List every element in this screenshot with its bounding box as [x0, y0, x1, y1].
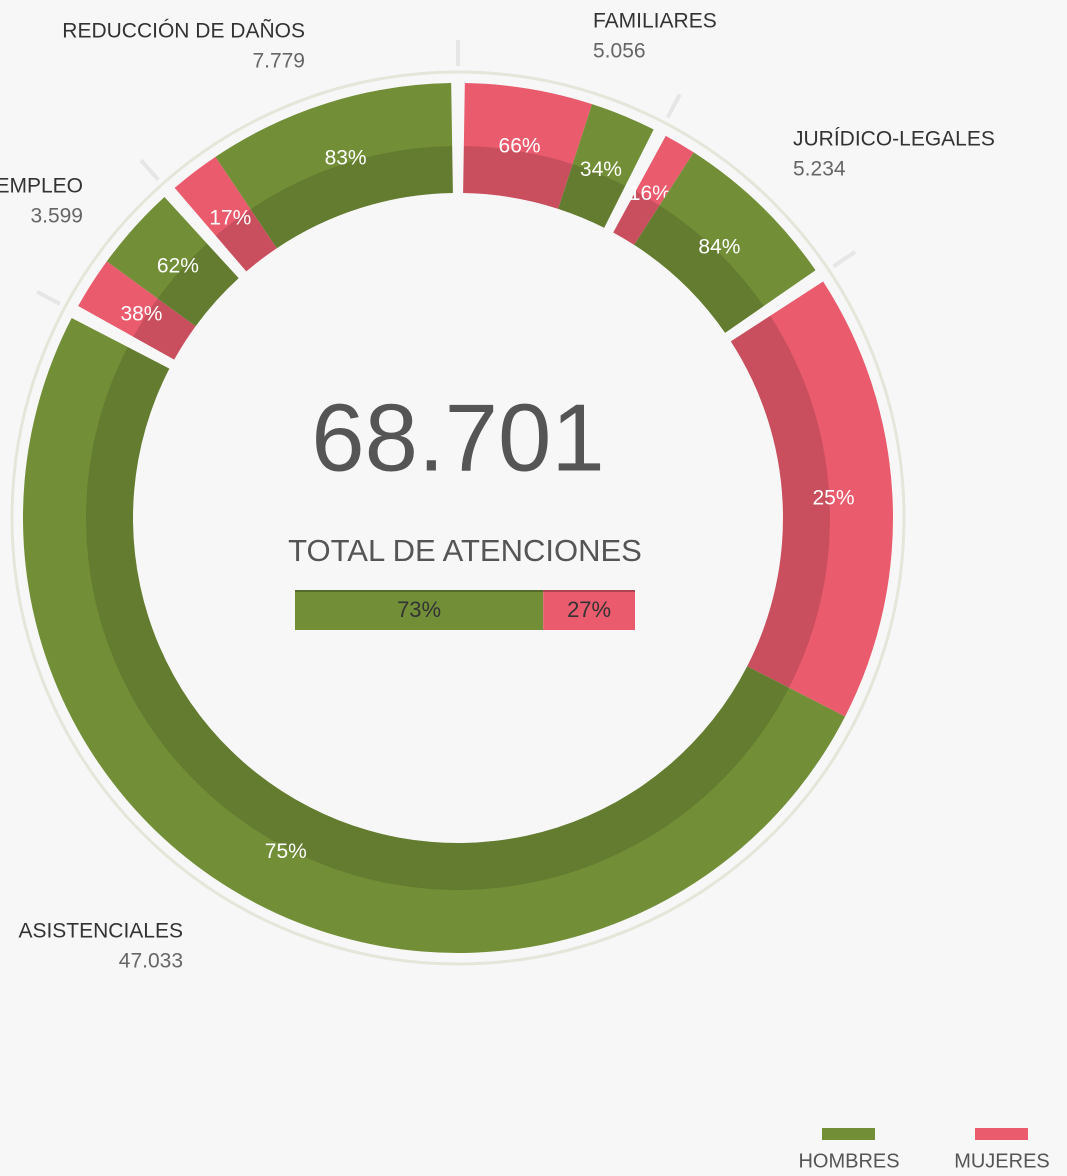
- category-value: 7.779: [252, 50, 305, 73]
- total-bar-top: [295, 590, 635, 592]
- category-value: 47.033: [119, 950, 183, 973]
- total-bar-label: 73%: [397, 597, 441, 622]
- legend-label: MUJERES: [954, 1150, 1050, 1172]
- segment-label: 83%: [325, 147, 367, 170]
- donut-segment-shade: [463, 146, 573, 209]
- donut-segment-shade: [613, 191, 660, 245]
- segment-label: 17%: [209, 206, 251, 229]
- separator-tick: [139, 158, 160, 182]
- segment-label: 84%: [698, 235, 740, 258]
- category-label: EMPLEO: [0, 175, 83, 198]
- segment-label: 16%: [629, 182, 671, 205]
- segment-label: 25%: [813, 487, 855, 510]
- donut-segment-shade: [730, 315, 830, 688]
- donut-segment-shade: [558, 164, 626, 228]
- category-label: FAMILIARES: [593, 10, 717, 33]
- total-bar-label: 27%: [567, 597, 611, 622]
- donut-segment: [634, 152, 816, 333]
- category-label: REDUCCIÓN DE DAÑOS: [62, 19, 305, 43]
- category-value: 3.599: [30, 205, 83, 228]
- donut-segment: [730, 281, 893, 717]
- donut-segment: [613, 135, 694, 245]
- segment-label: 75%: [265, 840, 307, 863]
- donut-segment: [22, 318, 846, 954]
- separator-tick: [832, 250, 857, 269]
- segment-label: 62%: [157, 255, 199, 278]
- outer-ring: [10, 70, 906, 966]
- total-caption: TOTAL DE ATENCIONES: [288, 533, 642, 568]
- donut-segment-shade: [634, 205, 764, 333]
- total-bar: [543, 590, 635, 630]
- donut-segment: [558, 104, 654, 228]
- donut-segment: [78, 261, 196, 360]
- segment-label: 38%: [120, 303, 162, 326]
- donut-segment-shade: [157, 243, 239, 327]
- segment-label: 34%: [580, 158, 622, 181]
- donut-segment: [215, 83, 453, 249]
- legend-label: HOMBRES: [798, 1150, 899, 1172]
- legend-swatch: [822, 1128, 875, 1140]
- donut-segment-shade: [133, 298, 196, 360]
- donut-segment-shade: [250, 146, 453, 249]
- category-value: 5.234: [793, 158, 846, 181]
- separator-tick: [665, 93, 682, 119]
- donut-segment-shade: [215, 209, 277, 272]
- legend-swatch: [975, 1128, 1028, 1140]
- category-label: ASISTENCIALES: [18, 920, 183, 943]
- donut-segment: [463, 83, 593, 209]
- category-value: 5.056: [593, 40, 646, 63]
- total-bar: [295, 590, 544, 630]
- donut-segment: [174, 156, 277, 272]
- separator-tick: [36, 289, 61, 306]
- category-label: JURÍDICO-LEGALES: [793, 128, 995, 151]
- donut-segment: [106, 196, 239, 327]
- total-number: 68.701: [311, 384, 605, 491]
- segment-label: 66%: [499, 135, 541, 158]
